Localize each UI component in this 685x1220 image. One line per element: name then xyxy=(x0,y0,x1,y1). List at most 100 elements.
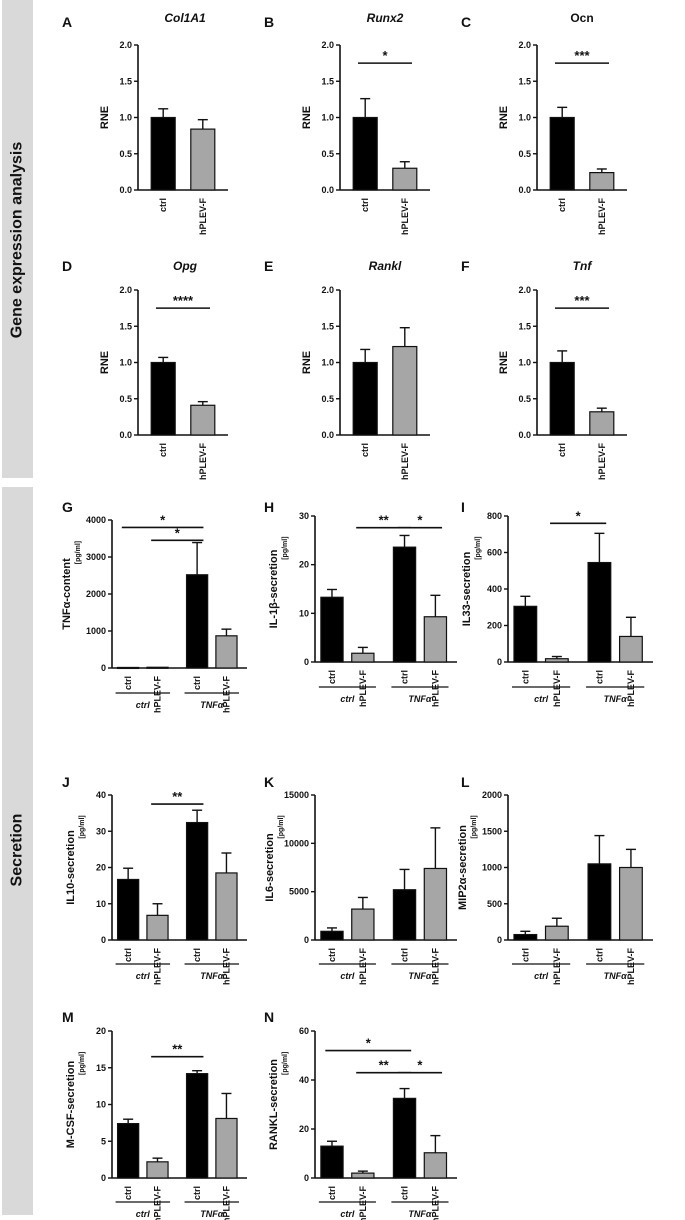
y-tick-label: 600 xyxy=(487,548,502,558)
bar-hplevf-1 xyxy=(351,652,375,663)
y-tick-label: 1.5 xyxy=(321,76,334,86)
x-tick-label: ctrl xyxy=(400,670,410,684)
group-label: ctrl xyxy=(534,694,549,704)
group-label: ctrl xyxy=(340,971,355,981)
bar-hplevf-3 xyxy=(423,616,448,663)
x-tick-label: hPLEV-F xyxy=(221,948,231,986)
x-tick-label: hPLEV-F xyxy=(552,670,562,708)
bar-ctrl-2 xyxy=(185,821,209,941)
significance-marker: ** xyxy=(172,1042,183,1057)
panel-letter: C xyxy=(461,14,471,30)
y-tick-label: 1.0 xyxy=(321,358,334,368)
y-axis-label: RNE xyxy=(498,351,510,374)
x-tick-label: hPLEV-F xyxy=(626,670,636,708)
y-axis-unit: [pg/ml] xyxy=(282,1052,289,1075)
y-tick-label: 0 xyxy=(497,657,502,667)
chart-panel-f: F Tnf 0.0 0.5 1.0 1.5 2.0 RNE ctrl hPLEV-F *** xyxy=(461,258,627,480)
y-tick-label: 0.0 xyxy=(518,430,531,440)
y-tick-label: 5 xyxy=(101,1136,106,1146)
x-tick-label: ctrl xyxy=(557,198,567,212)
bar-ctrl-2 xyxy=(185,574,209,669)
bar-ctrl-2 xyxy=(392,546,417,663)
y-tick-label: 30 xyxy=(299,511,309,521)
bar-ctrl-0 xyxy=(513,933,538,941)
y-axis-label: IL-1β-secretion xyxy=(268,549,280,628)
y-axis-label: RNE xyxy=(301,106,313,129)
bar-hplevf-1 xyxy=(544,925,569,941)
y-tick-label: 1000 xyxy=(86,626,106,636)
x-tick-label: hPLEV-F xyxy=(152,1186,162,1220)
bar-hplevf-3 xyxy=(215,635,238,669)
bar-ctrl-2 xyxy=(185,1073,209,1179)
x-tick-label: hPLEV-F xyxy=(430,1186,440,1220)
gene-expression-band xyxy=(2,0,33,478)
panel-letter: N xyxy=(264,1009,274,1025)
x-tick-label: hPLEV-F xyxy=(358,948,368,986)
y-tick-label: 800 xyxy=(487,511,502,521)
panel-letter: K xyxy=(264,774,274,790)
y-tick-label: 10 xyxy=(96,1100,106,1110)
chart-panel-a: A Col1A1 0.0 0.5 1.0 1.5 2.0 RNE ctrl hPLEV-F xyxy=(62,11,228,235)
x-tick-label: ctrl xyxy=(400,1186,410,1200)
y-tick-label: 20 xyxy=(96,863,106,873)
y-tick-label: 400 xyxy=(487,584,502,594)
x-tick-label: hPLEV-F xyxy=(221,676,231,714)
chart-panel-d: D Opg 0.0 0.5 1.0 1.5 2.0 RNE ctrl hPLEV-F **** xyxy=(62,258,228,480)
group-label: ctrl xyxy=(136,971,151,981)
y-tick-label: 0.0 xyxy=(119,185,132,195)
y-tick-label: 1000 xyxy=(482,863,502,873)
group-label: TNFα xyxy=(408,971,431,981)
y-tick-label: 1.0 xyxy=(119,358,132,368)
bar-ctrl-2 xyxy=(587,561,612,663)
x-tick-label: ctrl xyxy=(594,948,604,962)
bar-hplevf-3 xyxy=(215,872,238,941)
y-tick-label: 0 xyxy=(304,935,309,945)
chart-panel-e: E Rankl 0.0 0.5 1.0 1.5 2.0 RNE ctrl hPLEV-F xyxy=(264,258,430,480)
y-tick-label: 1.5 xyxy=(119,76,132,86)
y-tick-label: 20 xyxy=(299,1124,309,1134)
group-label: ctrl xyxy=(534,971,549,981)
y-tick-label: 40 xyxy=(96,790,106,800)
y-tick-label: 20 xyxy=(299,560,309,570)
y-axis-label: RNE xyxy=(498,106,510,129)
chart-panel-l: L 0 500 1000 1500 2000 MIP2α-secretion [pg/ml] c… xyxy=(457,774,653,985)
y-tick-label: 0.0 xyxy=(321,185,334,195)
y-tick-label: 2000 xyxy=(482,790,502,800)
x-tick-label: ctrl xyxy=(327,948,337,962)
bar-hplevf-1 xyxy=(146,1161,169,1179)
x-tick-label: ctrl xyxy=(520,670,530,684)
y-tick-label: 1.0 xyxy=(321,113,334,123)
y-tick-label: 1.0 xyxy=(119,113,132,123)
bar-hplevf-1 xyxy=(351,1172,375,1179)
panel-title: Opg xyxy=(173,259,198,273)
y-axis-label: IL33-secretion xyxy=(461,551,473,626)
x-tick-label: ctrl xyxy=(360,443,370,457)
group-label: TNFα xyxy=(200,971,223,981)
y-tick-label: 2.0 xyxy=(119,285,132,295)
bar-hplevf-1 xyxy=(190,404,216,436)
significance-marker: * xyxy=(160,512,166,527)
y-tick-label: 0 xyxy=(101,1173,106,1183)
y-tick-label: 0.5 xyxy=(119,394,132,404)
significance-marker: ** xyxy=(379,1058,390,1073)
y-tick-label: 0.5 xyxy=(518,394,531,404)
x-tick-label: ctrl xyxy=(594,670,604,684)
chart-panel-c: C Ocn 0.0 0.5 1.0 1.5 2.0 RNE ctrl hPLEV-F *** xyxy=(461,11,627,235)
y-axis-label: M-CSF-secretion xyxy=(65,1061,77,1149)
y-tick-label: 0 xyxy=(497,935,502,945)
y-tick-label: 500 xyxy=(487,899,502,909)
y-tick-label: 1.0 xyxy=(518,113,531,123)
panel-title: Tnf xyxy=(573,259,593,273)
bar-ctrl-0 xyxy=(150,361,176,436)
x-tick-label: hPLEV-F xyxy=(152,676,162,714)
y-tick-label: 2000 xyxy=(86,589,106,599)
group-label: TNFα xyxy=(604,694,627,704)
bar-hplevf-3 xyxy=(423,867,448,941)
bar-ctrl-0 xyxy=(320,1145,344,1179)
bar-hplevf-3 xyxy=(618,866,643,941)
significance-marker: ** xyxy=(379,513,390,528)
